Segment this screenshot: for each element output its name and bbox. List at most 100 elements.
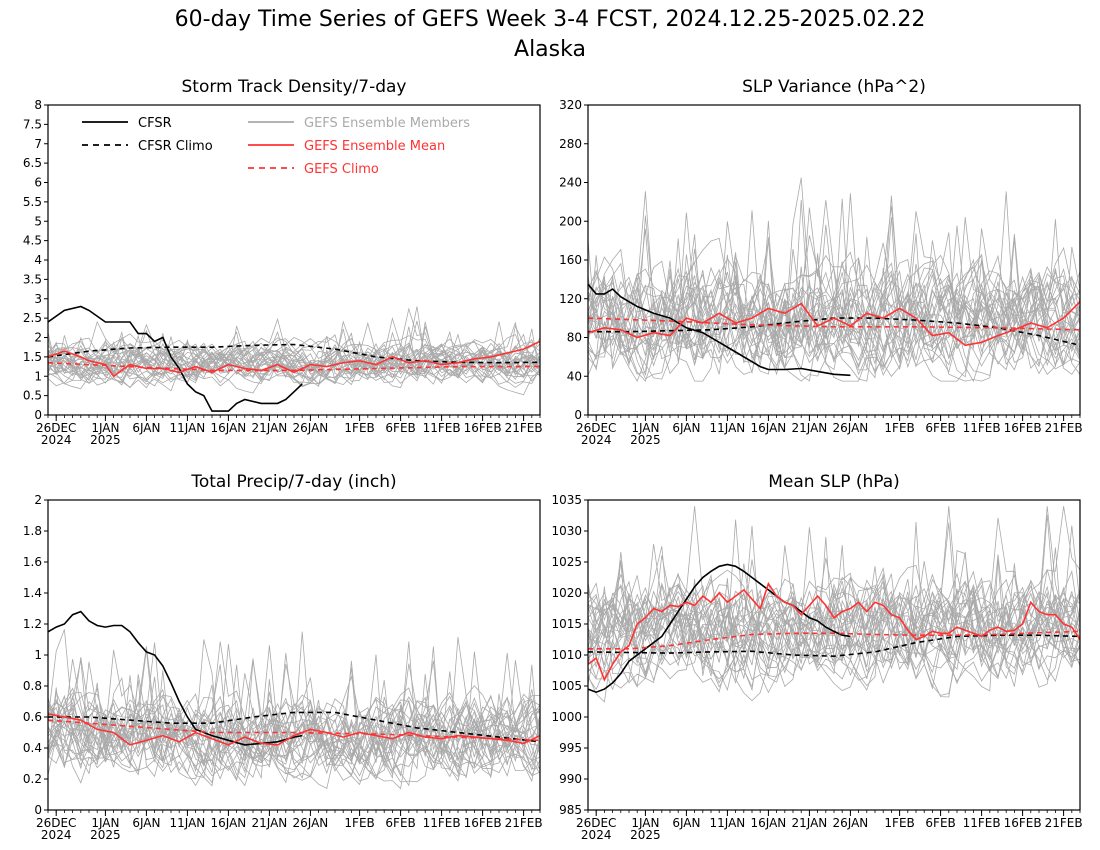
ensemble-member-line <box>588 264 1080 366</box>
series-cfsr <box>588 563 851 694</box>
y-tick-label: 0.8 <box>23 679 42 693</box>
series-gefs-climo <box>48 719 540 742</box>
ensemble-member-line <box>588 584 1080 682</box>
x-tick-label: 11FEB <box>423 816 461 830</box>
x-tick-label: 11FEB <box>963 816 1001 830</box>
x-tick-label: 26JAN <box>293 421 329 435</box>
x-tick-label: 16FEB <box>464 816 502 830</box>
y-tick-label: 6 <box>34 176 42 190</box>
y-tick-label: 1 <box>34 369 42 383</box>
x-tick-label: 11FEB <box>963 421 1001 435</box>
ensemble-member-line <box>588 527 1080 688</box>
x-tick-label: 21JAN <box>252 421 288 435</box>
x-tick-label: 21JAN <box>792 421 828 435</box>
ensemble-member-line <box>588 584 1080 691</box>
x-tick-label: 26JAN <box>833 421 869 435</box>
y-tick-label: 8 <box>34 98 42 112</box>
legend-ensemble-members-label: GEFS Ensemble Members <box>304 116 470 131</box>
chart-panel-3: Total Precip/7-day (inch)00.20.40.60.811… <box>23 472 543 842</box>
series-gefs-climo <box>588 630 1080 650</box>
y-tick-label: 320 <box>559 98 582 112</box>
ensemble-member-line <box>48 325 540 385</box>
x-tick-year-label: 2025 <box>630 433 661 447</box>
y-tick-label: 1015 <box>551 617 582 631</box>
y-tick-label: 120 <box>559 292 582 306</box>
ensemble-member-line <box>48 326 540 385</box>
y-tick-label: 0.6 <box>23 710 42 724</box>
plot-area <box>588 177 1080 383</box>
y-tick-label: 2 <box>34 331 42 345</box>
ensemble-member-line <box>588 554 1080 691</box>
plot-area <box>48 610 540 790</box>
y-tick-label: 280 <box>559 137 582 151</box>
series-gefs-climo <box>48 361 540 372</box>
x-tick-label: 6FEB <box>925 421 955 435</box>
y-tick-label: 160 <box>559 253 582 267</box>
y-tick-label: 200 <box>559 214 582 228</box>
x-tick-label: 26JAN <box>293 816 329 830</box>
x-tick-label: 26JAN <box>833 816 869 830</box>
ensemble-member-line <box>48 641 540 772</box>
x-tick-label: 21FEB <box>1045 816 1083 830</box>
ensemble-member-line <box>588 578 1080 684</box>
y-tick-label: 1035 <box>551 493 582 507</box>
ensemble-member-line <box>588 217 1080 375</box>
ensemble-member-line <box>588 251 1080 361</box>
x-tick-label: 21FEB <box>505 421 543 435</box>
x-tick-year-label: 2025 <box>630 828 661 842</box>
ensemble-member-line <box>48 321 540 384</box>
ensemble-member-line <box>48 326 540 389</box>
y-tick-label: 80 <box>567 331 582 345</box>
x-tick-label: 6FEB <box>925 816 955 830</box>
figure-title: 60-day Time Series of GEFS Week 3-4 FCST… <box>175 7 926 32</box>
ensemble-member-line <box>48 693 540 789</box>
x-tick-label: 6JAN <box>132 421 160 435</box>
x-tick-label: 16FEB <box>1004 421 1042 435</box>
ensemble-member-line <box>48 322 540 383</box>
panel-title: Total Precip/7-day (inch) <box>190 472 396 492</box>
x-tick-label: 21FEB <box>505 816 543 830</box>
ensemble-member-line <box>48 660 540 779</box>
ensemble-member-line <box>588 195 1080 375</box>
x-tick-year-label: 2025 <box>90 433 121 447</box>
ensemble-member-line <box>588 253 1080 380</box>
x-tick-label: 11JAN <box>170 421 206 435</box>
series-cfsr <box>588 283 851 377</box>
series-gefs-climo <box>588 317 1080 331</box>
y-tick-label: 6.5 <box>23 156 42 170</box>
series-cfsr-climo <box>48 343 540 364</box>
ensemble-member-line <box>48 663 540 782</box>
y-tick-label: 0 <box>34 408 42 422</box>
ensemble-member-line <box>588 266 1080 375</box>
x-tick-label: 26DEC <box>576 421 616 435</box>
x-tick-year-label: 2024 <box>41 433 72 447</box>
series-gefs-ensemble-mean <box>588 581 1080 682</box>
series-gefs-ensemble-mean <box>48 340 540 378</box>
ensemble-member-line <box>48 338 540 385</box>
y-tick-label: 990 <box>559 772 582 786</box>
y-tick-label: 4 <box>34 253 42 267</box>
y-tick-label: 5 <box>34 214 42 228</box>
ensemble-member-line <box>588 566 1080 680</box>
ensemble-member-line <box>48 679 540 778</box>
x-tick-label: 6FEB <box>385 421 415 435</box>
x-tick-label: 26DEC <box>36 816 76 830</box>
x-tick-label: 1FEB <box>344 816 374 830</box>
y-tick-label: 0 <box>574 408 582 422</box>
x-tick-label: 21FEB <box>1045 421 1083 435</box>
x-tick-label: 16JAN <box>751 421 787 435</box>
y-tick-label: 1.5 <box>23 350 42 364</box>
ensemble-member-line <box>588 272 1080 363</box>
ensemble-member-line <box>48 331 540 384</box>
y-tick-label: 1 <box>34 648 42 662</box>
ensemble-member-line <box>588 240 1080 375</box>
ensemble-member-line <box>48 646 540 775</box>
y-tick-label: 1025 <box>551 555 582 569</box>
y-tick-label: 1.2 <box>23 617 42 631</box>
panel-title: SLP Variance (hPa^2) <box>742 77 926 97</box>
x-tick-label: 16FEB <box>464 421 502 435</box>
x-tick-label: 1FEB <box>344 421 374 435</box>
ensemble-member-line <box>48 636 540 787</box>
x-tick-label: 16JAN <box>751 816 787 830</box>
y-tick-label: 1030 <box>551 524 582 538</box>
